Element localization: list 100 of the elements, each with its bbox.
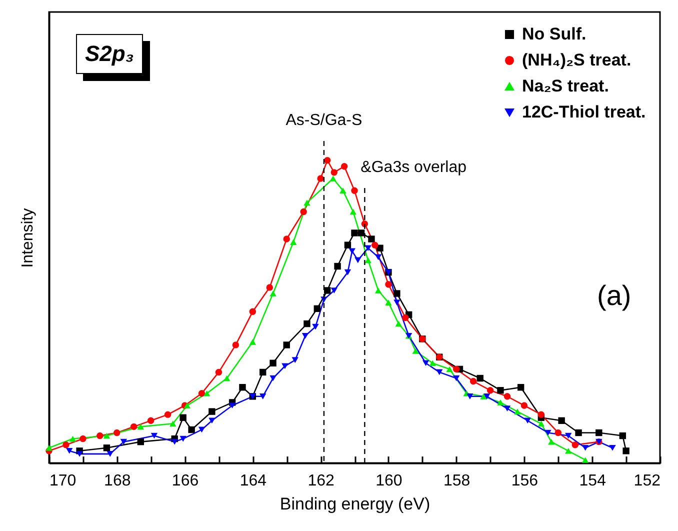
legend-label: No Sulf. xyxy=(522,24,586,44)
point xyxy=(80,435,86,442)
point xyxy=(368,236,375,242)
ref-line-label: &Ga3s overlap xyxy=(360,159,467,176)
point xyxy=(314,305,321,312)
point xyxy=(354,257,362,264)
point xyxy=(184,402,191,408)
point xyxy=(147,417,154,424)
point xyxy=(198,390,206,397)
point xyxy=(517,384,524,391)
point xyxy=(180,414,186,421)
annotation: (a) xyxy=(597,280,632,312)
point xyxy=(436,369,443,376)
point xyxy=(538,420,545,427)
point xyxy=(330,176,336,182)
text: S2p₃ xyxy=(76,34,143,74)
point xyxy=(259,368,266,376)
x-tick-label: 168 xyxy=(104,472,131,490)
point xyxy=(232,342,240,348)
point xyxy=(103,444,110,452)
point xyxy=(348,248,356,254)
x-tick-label: 164 xyxy=(240,472,267,490)
point xyxy=(582,444,589,451)
point xyxy=(304,200,310,206)
point xyxy=(292,357,298,363)
point xyxy=(312,324,319,330)
point xyxy=(344,269,352,276)
point xyxy=(150,432,158,439)
point xyxy=(130,423,138,430)
point xyxy=(62,441,70,448)
point xyxy=(114,429,120,436)
point xyxy=(330,169,338,176)
point xyxy=(564,448,572,454)
point xyxy=(317,175,324,182)
point xyxy=(395,320,402,327)
point xyxy=(538,411,545,418)
point xyxy=(282,363,288,370)
point xyxy=(228,402,236,408)
point xyxy=(358,230,365,236)
point xyxy=(480,394,487,400)
point xyxy=(304,320,310,328)
point xyxy=(452,366,460,373)
point xyxy=(394,290,400,297)
point xyxy=(486,387,494,394)
point xyxy=(412,348,419,354)
point xyxy=(520,402,528,409)
point xyxy=(554,429,562,436)
point xyxy=(504,406,511,412)
point xyxy=(497,400,504,406)
point xyxy=(429,360,436,366)
point xyxy=(76,451,83,457)
x-tick-label: 160 xyxy=(376,472,402,490)
point xyxy=(164,411,172,418)
point xyxy=(290,239,297,245)
point xyxy=(120,438,128,445)
point xyxy=(385,281,392,288)
point xyxy=(224,375,230,382)
point xyxy=(582,457,589,463)
point xyxy=(372,242,378,248)
ref-line-label: As-S/Ga-S xyxy=(286,112,362,129)
point xyxy=(544,430,552,436)
point xyxy=(596,429,602,436)
point xyxy=(324,156,331,164)
point xyxy=(96,432,104,440)
point xyxy=(422,360,430,366)
legend-label: Na₂S treat. xyxy=(522,76,609,96)
point xyxy=(558,417,565,424)
point xyxy=(344,242,352,248)
point xyxy=(484,394,490,400)
point xyxy=(374,254,382,260)
point xyxy=(609,444,616,451)
x-tick-label: 154 xyxy=(579,472,606,490)
point xyxy=(402,314,409,322)
point xyxy=(351,187,358,194)
point xyxy=(330,288,338,294)
x-axis-title: Binding energy (eV) xyxy=(280,494,430,514)
point xyxy=(351,230,358,236)
legend-label: 12C-Thiol treat. xyxy=(522,102,646,122)
legend-label: (NH₄)₂S treat. xyxy=(522,50,632,70)
point xyxy=(466,394,474,400)
y-axis-title: Intensity xyxy=(20,208,36,268)
point xyxy=(470,378,477,385)
point xyxy=(249,308,256,316)
point xyxy=(376,244,384,252)
point xyxy=(249,339,256,345)
point xyxy=(208,418,216,424)
point xyxy=(350,208,356,215)
x-tick-label: 166 xyxy=(172,472,199,490)
point xyxy=(259,394,266,400)
point xyxy=(497,387,504,394)
point xyxy=(180,436,186,442)
point xyxy=(364,245,372,251)
point xyxy=(208,408,216,415)
point xyxy=(215,368,222,376)
point xyxy=(170,420,176,427)
point xyxy=(137,424,144,430)
point xyxy=(548,438,555,445)
point xyxy=(270,375,276,382)
point xyxy=(364,257,372,264)
point xyxy=(103,432,110,439)
